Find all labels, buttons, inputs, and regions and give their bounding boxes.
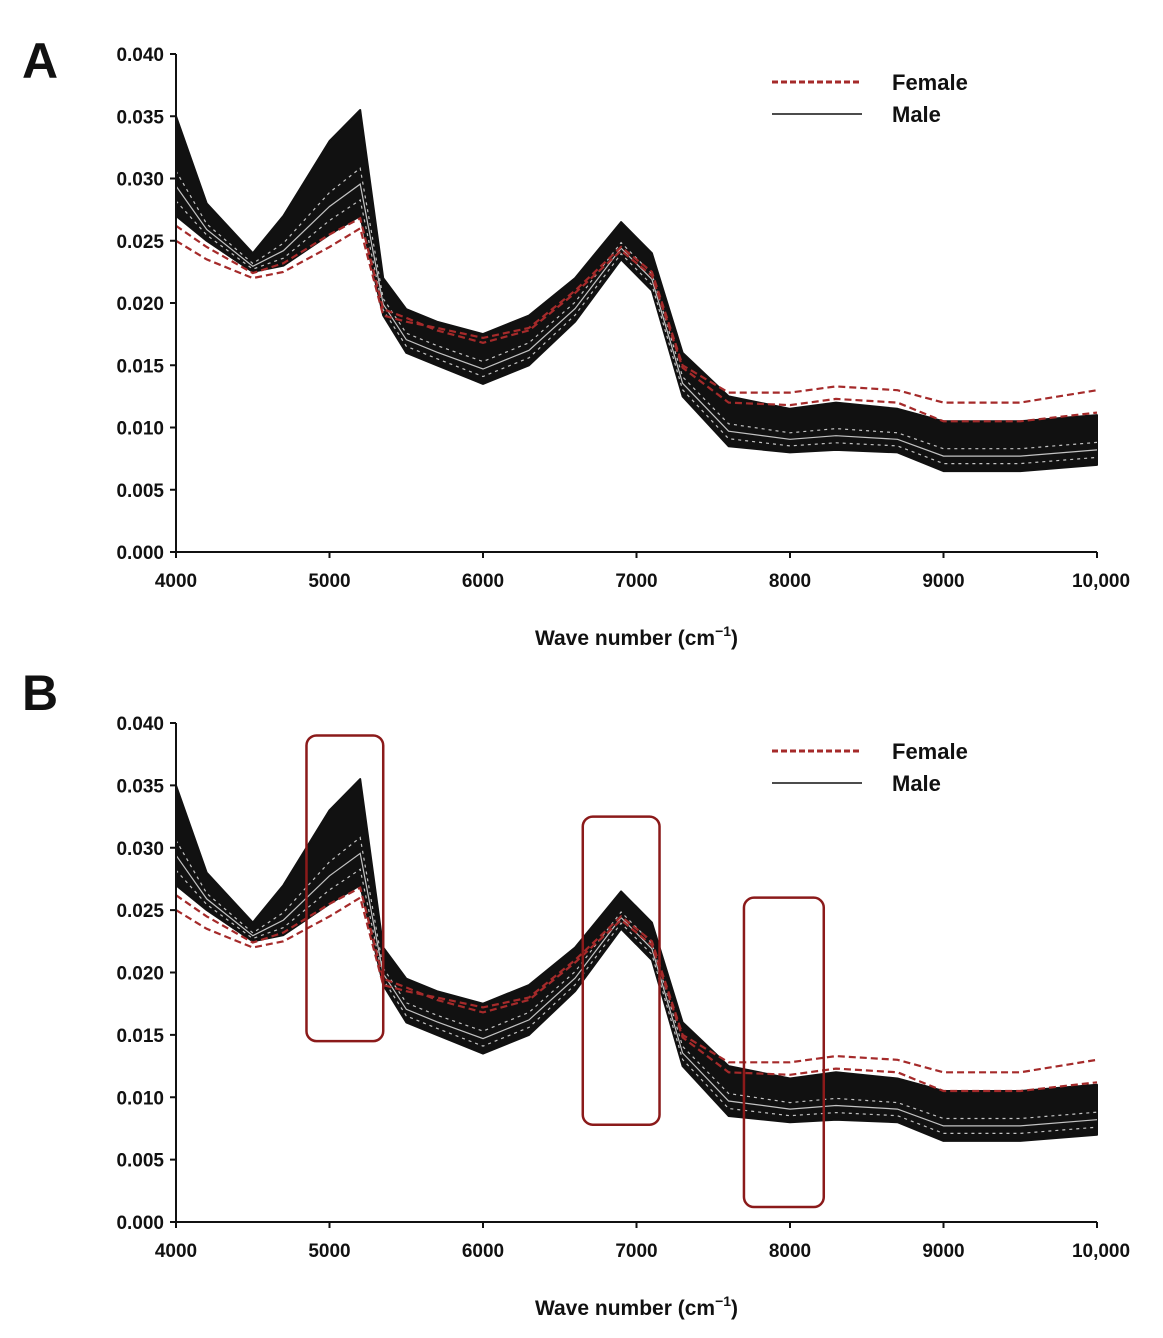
- chart-panel-b: B 0.000 0.005 0.010 0.015 0.020 0.025 0.030 0.03…: [22, 665, 1130, 1320]
- y-tick-label: 0.035: [116, 107, 164, 128]
- x-tick-label: 6000: [462, 571, 504, 592]
- male-spectra-band: [175, 109, 1098, 473]
- x-tick-label: 7000: [615, 571, 657, 592]
- male-spectra-bundle: [175, 109, 1098, 473]
- y-tick-label: 0.010: [116, 419, 164, 440]
- legend-male-label: Male: [892, 102, 941, 127]
- y-tick-label: 0.025: [116, 232, 164, 253]
- x-axis-title: Wave number (cm−1): [535, 623, 738, 650]
- chart-panel-a: A 0.000 0.005 0.010 0.015 0.020 0.025 0.030 0.03…: [22, 33, 1130, 650]
- male-spectra-bundle: [175, 778, 1098, 1142]
- x-tick-label: 9000: [922, 1241, 964, 1262]
- x-tick-label: 4000: [155, 571, 197, 592]
- y-tick-label: 0.020: [116, 964, 164, 985]
- y-tick-label: 0.000: [116, 543, 164, 564]
- female-spectrum-line: [175, 216, 1098, 423]
- legend-male-label: Male: [892, 771, 941, 796]
- y-tick-label: 0.010: [116, 1088, 164, 1109]
- highlight-region-box: [305, 734, 385, 1043]
- x-tick-label: 4000: [155, 1241, 197, 1262]
- legend-female-label: Female: [892, 739, 968, 764]
- y-tick-label: 0.040: [116, 714, 164, 735]
- highlight-region-box: [742, 896, 826, 1209]
- x-tick-label: 5000: [308, 571, 350, 592]
- male-spectrum-line: [175, 183, 1098, 457]
- y-tick-label: 0.005: [116, 1151, 164, 1172]
- y-tick-label: 0.025: [116, 901, 164, 922]
- x-tick-label: 6000: [462, 1241, 504, 1262]
- x-tick-label: 7000: [615, 1241, 657, 1262]
- legend: Female Male: [772, 739, 968, 796]
- y-tick-label: 0.040: [116, 45, 164, 66]
- legend: Female Male: [772, 70, 968, 127]
- panel-label: B: [22, 665, 58, 721]
- y-tick-label: 0.000: [116, 1213, 164, 1234]
- x-tick-label: 9000: [922, 571, 964, 592]
- x-tick-label: 10,000: [1072, 1241, 1130, 1262]
- y-tick-label: 0.030: [116, 170, 164, 191]
- male-spectra-band: [175, 778, 1098, 1142]
- y-tick-label: 0.015: [116, 1026, 164, 1047]
- y-tick-label: 0.030: [116, 839, 164, 860]
- x-axis-title: Wave number (cm−1): [535, 1293, 738, 1320]
- y-tick-label: 0.005: [116, 481, 164, 502]
- female-spectrum-line: [175, 226, 1098, 404]
- x-tick-label: 8000: [769, 1241, 811, 1262]
- panel-label: A: [22, 33, 58, 89]
- legend-female-label: Female: [892, 70, 968, 95]
- x-tick-label: 8000: [769, 571, 811, 592]
- x-tick-label: 10,000: [1072, 571, 1130, 592]
- y-tick-label: 0.035: [116, 776, 164, 797]
- x-tick-label: 5000: [308, 1241, 350, 1262]
- highlight-region-box: [581, 815, 661, 1126]
- male-spectrum-line: [175, 836, 1098, 1120]
- y-tick-label: 0.020: [116, 294, 164, 315]
- y-tick-label: 0.015: [116, 356, 164, 377]
- male-spectrum-line: [175, 167, 1098, 450]
